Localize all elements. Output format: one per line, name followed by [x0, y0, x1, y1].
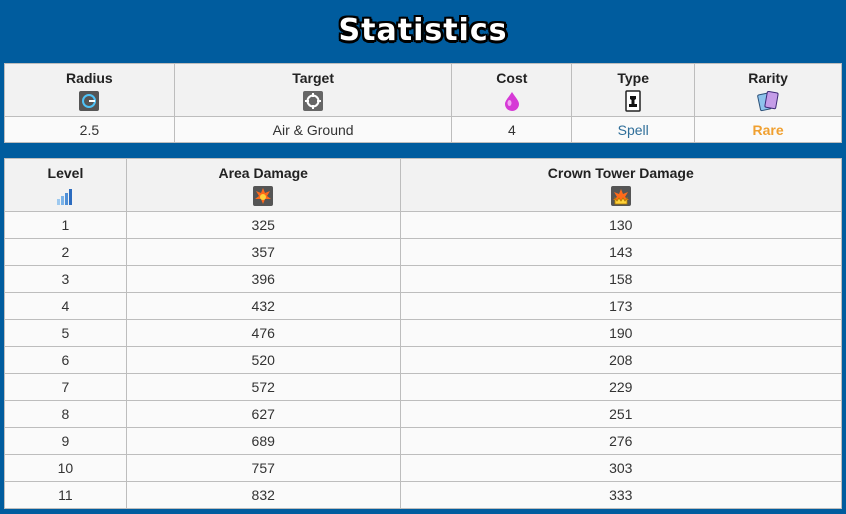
crown-tower-damage-cell: 173	[399, 292, 843, 320]
level-cell: 11	[4, 481, 127, 509]
cost-header-label: Cost	[496, 70, 528, 86]
level-cell: 2	[4, 238, 127, 266]
target-header: Target	[173, 63, 453, 117]
level-header-row: Level Area Damage	[4, 158, 843, 212]
spell-card-icon	[625, 90, 641, 112]
table-row: 10 757 303	[4, 454, 843, 482]
area-damage-cell: 396	[125, 265, 401, 293]
radius-header: Radius	[4, 63, 175, 117]
area-damage-cell: 757	[125, 454, 401, 482]
crown-tower-damage-cell: 229	[399, 373, 843, 401]
elixir-drop-icon	[504, 92, 519, 111]
area-damage-cell: 357	[125, 238, 401, 266]
crown-tower-damage-cell: 303	[399, 454, 843, 482]
level-rows: 1 325 130 2 357 143 3 396 158 4 432 173 5 476 190 6 520 2…	[4, 211, 843, 509]
rarity-value: Rare	[694, 116, 842, 143]
target-value: Air & Ground	[173, 116, 453, 143]
crown-tower-damage-header: Crown Tower Damage	[399, 158, 843, 212]
area-damage-cell: 627	[125, 400, 401, 428]
crown-tower-damage-cell: 251	[399, 400, 843, 428]
crown-tower-damage-cell: 276	[399, 427, 843, 455]
radius-value: 2.5	[4, 116, 175, 143]
cost-value: 4	[451, 116, 573, 143]
level-cell: 3	[4, 265, 127, 293]
type-header: Type	[571, 63, 696, 117]
crown-tower-damage-cell: 190	[399, 319, 843, 347]
level-cell: 6	[4, 346, 127, 374]
level-stats-table: Level Area Damage	[4, 158, 843, 509]
table-row: 5 476 190	[4, 319, 843, 347]
level-cell: 1	[4, 211, 127, 239]
rarity-header-label: Rarity	[748, 70, 788, 86]
table-row: 6 520 208	[4, 346, 843, 374]
rarity-cards-icon	[757, 90, 779, 112]
level-bars-icon	[57, 189, 73, 205]
page-title: Statistics	[338, 12, 508, 48]
table-row: 1 325 130	[4, 211, 843, 239]
area-damage-cell: 432	[125, 292, 401, 320]
crown-tower-damage-cell: 130	[399, 211, 843, 239]
summary-header-row: Radius Target Cost	[4, 63, 842, 117]
table-row: 8 627 251	[4, 400, 843, 428]
table-row: 7 572 229	[4, 373, 843, 401]
summary-table: Radius Target Cost	[4, 63, 842, 143]
target-crosshair-icon	[303, 91, 324, 111]
cost-header: Cost	[451, 63, 573, 117]
level-header: Level	[4, 158, 127, 212]
crown-tower-damage-cell: 143	[399, 238, 843, 266]
crown-tower-explosion-icon	[610, 186, 631, 206]
level-cell: 8	[4, 400, 127, 428]
area-damage-cell: 520	[125, 346, 401, 374]
level-cell: 10	[4, 454, 127, 482]
type-header-label: Type	[617, 70, 650, 86]
area-damage-cell: 832	[125, 481, 401, 509]
area-damage-cell: 476	[125, 319, 401, 347]
level-cell: 9	[4, 427, 127, 455]
type-value[interactable]: Spell	[571, 116, 696, 143]
crown-tower-damage-cell: 208	[399, 346, 843, 374]
table-row: 2 357 143	[4, 238, 843, 266]
table-row: 3 396 158	[4, 265, 843, 293]
area-damage-header: Area Damage	[125, 158, 401, 212]
area-damage-explosion-icon	[253, 186, 274, 206]
radius-header-label: Radius	[66, 70, 113, 86]
level-cell: 7	[4, 373, 127, 401]
area-damage-header-label: Area Damage	[218, 165, 308, 181]
area-damage-cell: 572	[125, 373, 401, 401]
area-damage-cell: 325	[125, 211, 401, 239]
table-row: 4 432 173	[4, 292, 843, 320]
radius-icon	[79, 91, 100, 111]
crown-tower-damage-cell: 158	[399, 265, 843, 293]
crown-tower-damage-cell: 333	[399, 481, 843, 509]
level-cell: 4	[4, 292, 127, 320]
target-header-label: Target	[292, 70, 334, 86]
rarity-header: Rarity	[694, 63, 842, 117]
level-cell: 5	[4, 319, 127, 347]
table-row: 11 832 333	[4, 481, 843, 509]
area-damage-cell: 689	[125, 427, 401, 455]
table-row: 9 689 276	[4, 427, 843, 455]
crown-tower-damage-header-label: Crown Tower Damage	[547, 165, 694, 181]
summary-value-row: 2.5 Air & Ground 4 Spell Rare	[4, 116, 842, 143]
level-header-label: Level	[47, 165, 84, 181]
